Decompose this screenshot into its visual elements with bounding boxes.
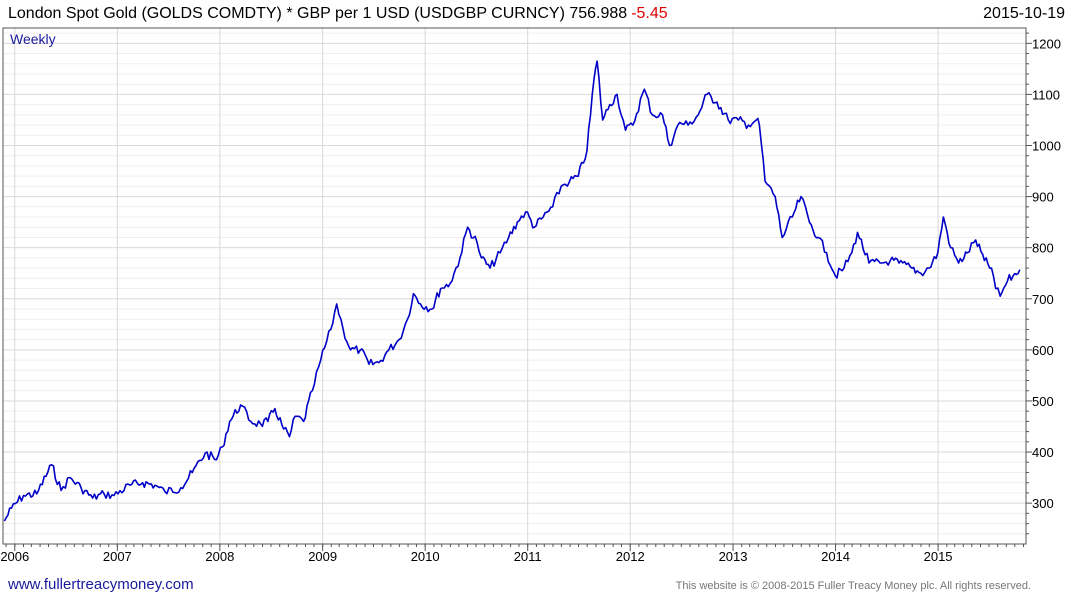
- y-tick-label: 700: [1032, 292, 1054, 307]
- y-tick-label: 500: [1032, 394, 1054, 409]
- x-tick-label: 2011: [514, 549, 542, 564]
- y-tick-label: 1000: [1032, 139, 1061, 154]
- y-tick-label: 800: [1032, 241, 1054, 256]
- chart-header: London Spot Gold (GOLDS COMDTY) * GBP pe…: [0, 0, 1075, 28]
- chart-title-line: London Spot Gold (GOLDS COMDTY) * GBP pe…: [8, 5, 668, 23]
- y-tick-label: 900: [1032, 190, 1054, 205]
- website-link[interactable]: www.fullertreacymoney.com: [8, 576, 194, 593]
- label-layer: 300 400 500 600 700 800 900 1000 1100 1200 2006 200…: [0, 36, 1061, 564]
- x-tick-label: 2006: [0, 549, 29, 564]
- x-tick-label: 2015: [924, 549, 953, 564]
- frequency-label: Weekly: [10, 31, 56, 47]
- x-tick-label: 2009: [308, 549, 337, 564]
- price-change: -5.45: [631, 5, 668, 22]
- x-tick-label: 2007: [103, 549, 132, 564]
- x-tick-label: 2012: [616, 549, 645, 564]
- y-tick-label: 400: [1032, 445, 1054, 460]
- chart-title: London Spot Gold (GOLDS COMDTY) * GBP pe…: [8, 5, 628, 22]
- grid-layer: [3, 28, 1026, 544]
- chart-date: 2015-10-19: [983, 5, 1065, 22]
- x-tick-label: 2010: [411, 549, 440, 564]
- x-tick-label: 2008: [205, 549, 234, 564]
- y-tick-label: 300: [1032, 496, 1054, 511]
- copyright-notice: This website is © 2008-2015 Fuller Treac…: [675, 580, 1031, 592]
- y-tick-label: 600: [1032, 343, 1054, 358]
- tick-layer: [5, 32, 1032, 551]
- plot-frame: [2, 27, 1027, 545]
- y-tick-label: 1200: [1032, 36, 1061, 51]
- x-tick-label: 2014: [821, 549, 850, 564]
- y-tick-label: 1100: [1032, 87, 1060, 102]
- price-series-line: [3, 60, 1021, 522]
- x-tick-label: 2013: [719, 549, 748, 564]
